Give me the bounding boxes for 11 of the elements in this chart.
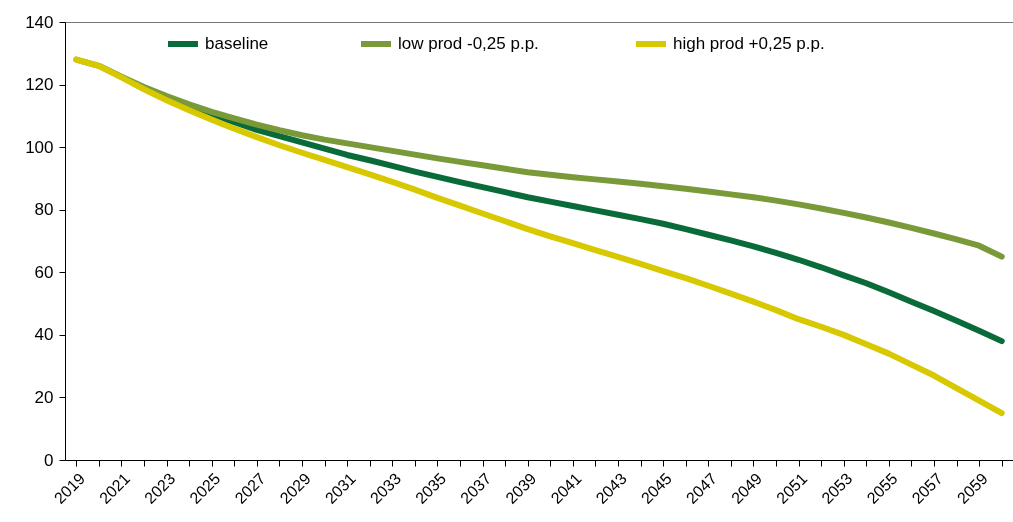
y-tick-label: 0	[44, 450, 54, 470]
y-tick-label: 100	[25, 137, 54, 157]
y-tick-label: 40	[34, 325, 54, 345]
y-tick-label: 120	[25, 75, 54, 95]
y-tick-label: 60	[34, 262, 54, 282]
legend-label: low prod -0,25 p.p.	[398, 34, 539, 53]
legend-label: high prod +0,25 p.p.	[673, 34, 825, 53]
legend-label: baseline	[205, 34, 269, 53]
y-tick-label: 140	[25, 12, 54, 32]
y-tick-label: 80	[34, 200, 54, 220]
y-tick-label: 20	[34, 387, 54, 407]
